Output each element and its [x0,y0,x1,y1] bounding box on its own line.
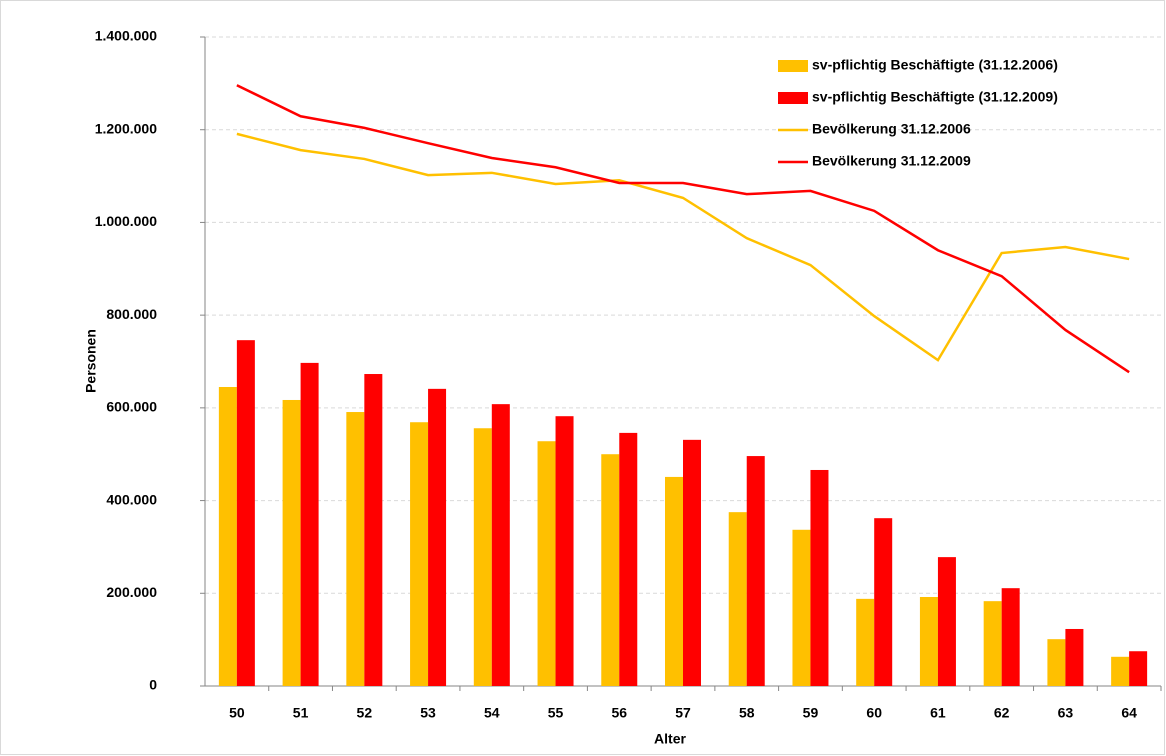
y-axis-label: Personen [83,329,99,393]
x-tick-label: 51 [293,705,309,721]
y-tick-label: 800.000 [106,306,157,322]
bar [491,404,510,686]
bar [410,422,429,686]
bar [983,601,1002,686]
x-tick-label: 61 [930,705,946,721]
bar [473,428,492,686]
x-axis-label: Alter [654,731,686,747]
legend-swatch [778,92,808,104]
bar [218,386,237,686]
line [236,132,1130,362]
y-tick-label: 400.000 [106,491,157,507]
bar [792,529,811,686]
bar [236,340,255,686]
bar [746,456,765,686]
bar [619,432,638,686]
y-tick-label: 1.400.000 [95,28,157,44]
bar [856,598,875,686]
bar [364,374,383,686]
bar [300,362,319,686]
legend-label: Bevölkerung 31.12.2009 [812,153,971,169]
bar [874,518,893,686]
bar [919,596,938,686]
x-tick-label: 60 [866,705,882,721]
bar [346,412,365,686]
legend-label: Bevölkerung 31.12.2006 [812,121,971,137]
bar [1001,588,1020,686]
x-tick-label: 56 [611,705,627,721]
y-tick-label: 1.000.000 [95,213,157,229]
y-tick-label: 600.000 [106,399,157,415]
bar [683,439,701,686]
x-tick-label: 55 [548,705,564,721]
x-tick-label: 64 [1121,705,1137,721]
legend-label: sv-pflichtig Beschäftigte (31.12.2009) [812,89,1058,105]
y-tick-label: 0 [149,677,157,693]
bar [810,469,829,686]
bar [537,441,556,686]
bar [428,388,447,686]
bar [555,416,574,686]
legend-label: sv-pflichtig Beschäftigte (31.12.2006) [812,57,1058,73]
x-tick-label: 52 [357,705,373,721]
x-tick-label: 62 [994,705,1010,721]
bar [1129,651,1148,686]
y-tick-label: 1.200.000 [95,120,157,136]
x-tick-label: 54 [484,705,500,721]
bar [601,454,620,686]
bar [937,557,956,686]
bar [1111,656,1130,686]
bar [665,476,683,686]
bar [282,399,301,686]
x-tick-label: 58 [739,705,755,721]
y-tick-label: 200.000 [106,584,157,600]
legend-swatch [778,60,808,72]
x-tick-label: 59 [803,705,819,721]
x-tick-label: 53 [420,705,436,721]
bar [1065,628,1084,686]
x-tick-label: 57 [675,705,691,721]
line [236,84,1130,374]
bar [728,512,747,686]
x-tick-label: 50 [229,705,245,721]
x-tick-label: 63 [1058,705,1074,721]
bar [1047,639,1066,686]
